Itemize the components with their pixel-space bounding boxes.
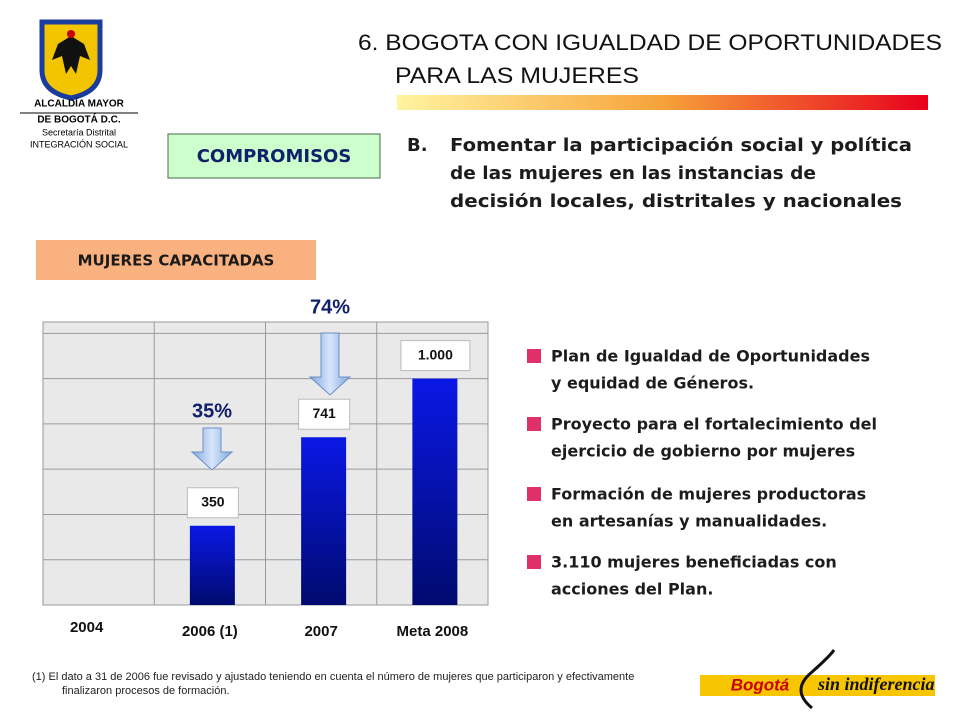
- bullet-square: [527, 487, 541, 501]
- bullet-square: [527, 555, 541, 569]
- section-label: COMPROMISOS: [197, 146, 352, 167]
- footnote: finalizaron procesos de formación.: [62, 685, 230, 697]
- bar: [189, 525, 235, 605]
- bullet-text: y equidad de Géneros.: [551, 374, 754, 393]
- x-tick-label: 2006 (1): [182, 623, 238, 640]
- logo-text: DE BOGOTÁ D.C.: [37, 113, 121, 126]
- footnote: (1) El dato a 31 de 2006 fue revisado y …: [32, 671, 634, 683]
- chart-title: MUJERES CAPACITADAS: [78, 252, 275, 270]
- annotation-arrow: [190, 427, 234, 471]
- bullet-text: Proyecto para el fortalecimiento del: [551, 415, 877, 434]
- bullet-text: acciones del Plan.: [551, 580, 713, 599]
- x-tick-label: Meta 2008: [397, 623, 469, 640]
- value-label: 1.000: [418, 346, 453, 362]
- objective-line: decisión locales, distritales y nacional…: [450, 191, 902, 212]
- brand-text: sin indiferencia: [817, 674, 935, 694]
- value-label: 741: [312, 405, 336, 421]
- bullet-text: ejercicio de gobierno por mujeres: [551, 442, 855, 461]
- bar: [301, 437, 347, 605]
- bullet-text: Formación de mujeres productoras: [551, 485, 866, 504]
- bullet-square: [527, 417, 541, 431]
- x-tick-label: 2004: [70, 619, 104, 636]
- brand-band: [700, 675, 935, 696]
- value-label-box: [400, 340, 471, 372]
- objective-letter: B.: [407, 135, 428, 156]
- logo-text: INTEGRACIÓN SOCIAL: [30, 139, 128, 149]
- brand-text: Bogotá: [731, 675, 790, 694]
- value-label-box: [186, 487, 239, 519]
- annotation: 35%: [192, 400, 232, 422]
- chart-title-box: [36, 240, 316, 280]
- bullet-text: en artesanías y manualidades.: [551, 512, 827, 531]
- bullet-text: Plan de Igualdad de Oportunidades: [551, 347, 870, 366]
- slide-title: 6. BOGOTA CON IGUALDAD DE OPORTUNIDADES: [358, 30, 942, 55]
- slide-title: PARA LAS MUJERES: [395, 63, 639, 88]
- bar: [412, 378, 458, 605]
- annotation: 74%: [310, 296, 350, 318]
- bullet-square: [527, 349, 541, 363]
- value-label-box: [298, 398, 351, 430]
- section-box: [167, 133, 381, 179]
- x-tick-label: 2007: [304, 623, 337, 640]
- logo-text: ALCALDÍA MAYOR: [34, 97, 125, 110]
- logo-text: Secretaría Distrital: [42, 127, 116, 137]
- annotation-arrow: [308, 332, 352, 396]
- bullet-text: 3.110 mujeres beneficiadas con: [551, 553, 837, 572]
- title-bar: [397, 95, 928, 110]
- brand-swoosh: [799, 649, 836, 710]
- logo-shield: [39, 19, 103, 101]
- objective-line: Fomentar la participación social y polít…: [450, 135, 912, 156]
- objective-line: de las mujeres en las instancias de: [450, 163, 816, 184]
- value-label: 350: [201, 493, 225, 509]
